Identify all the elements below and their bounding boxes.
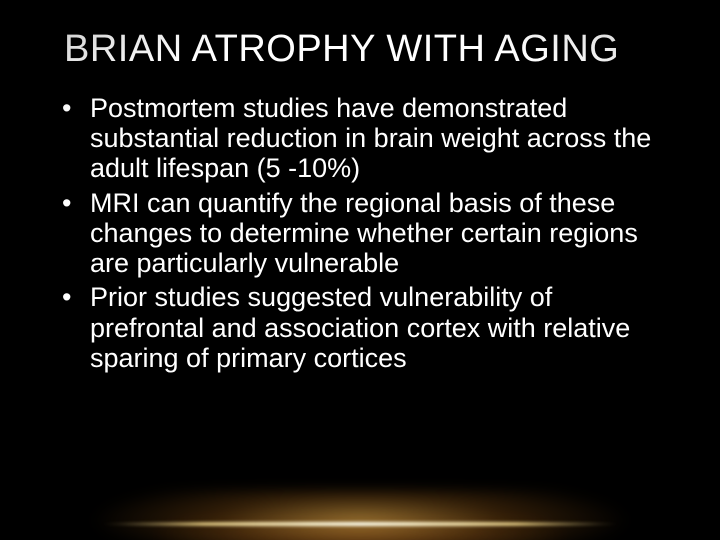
slide-title: BRIAN ATROPHY WITH AGING (64, 28, 660, 71)
bullet-item: MRI can quantify the regional basis of t… (90, 188, 660, 279)
slide-content: BRIAN ATROPHY WITH AGING Postmortem stud… (0, 0, 720, 540)
bullet-list: Postmortem studies have demonstrated sub… (60, 93, 660, 373)
bullet-item: Postmortem studies have demonstrated sub… (90, 93, 660, 184)
bullet-item: Prior studies suggested vulnerability of… (90, 282, 660, 373)
